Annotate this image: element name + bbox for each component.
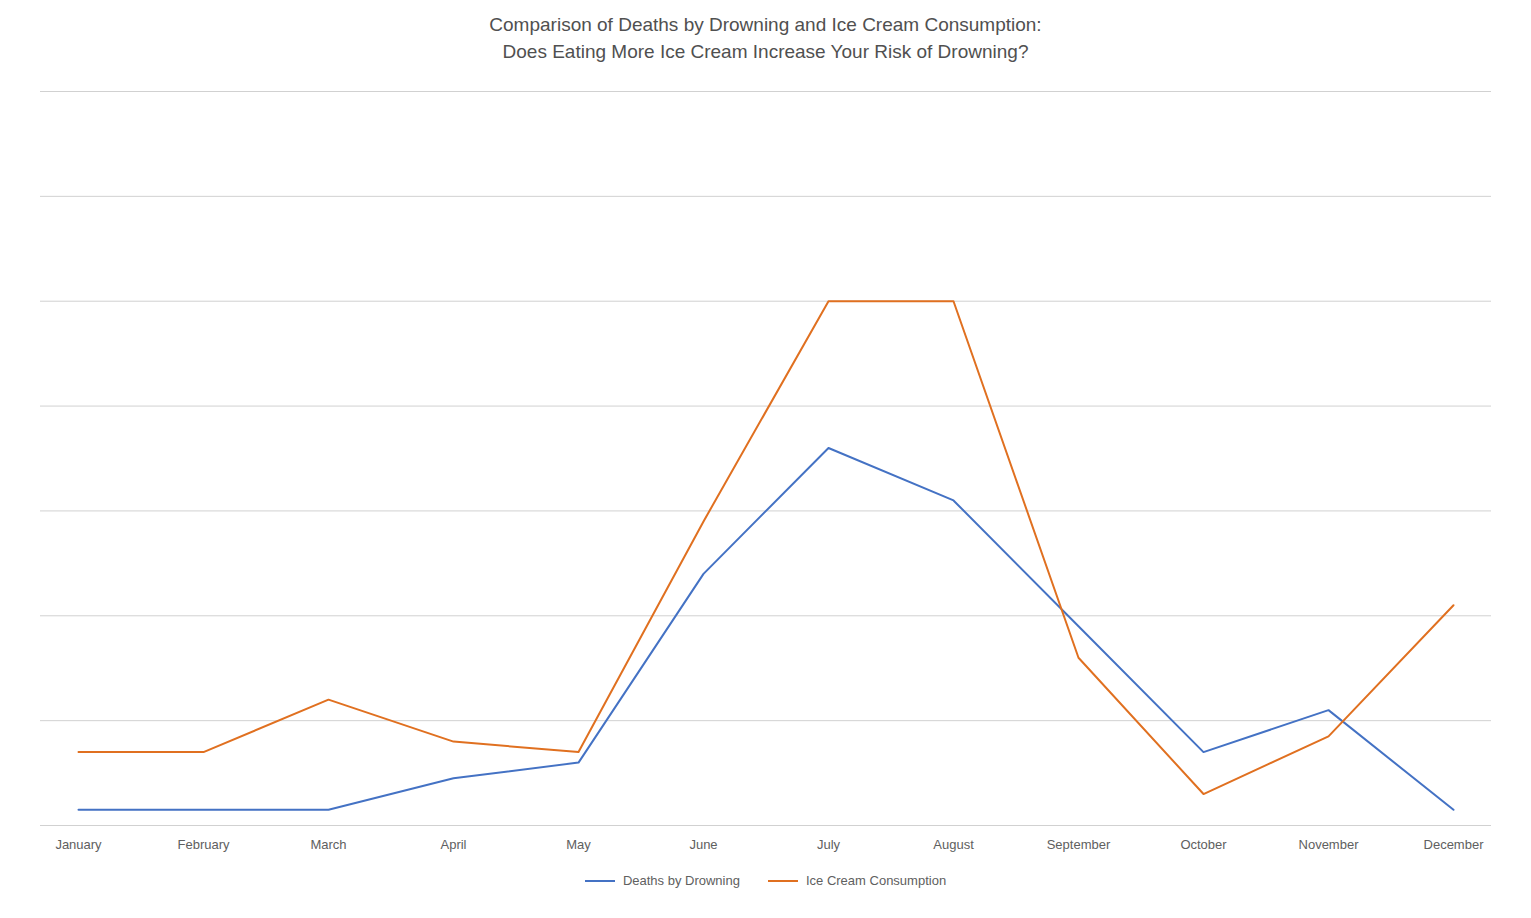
svg-text:September: September [1047, 837, 1111, 852]
svg-text:June: June [689, 837, 717, 852]
html-text:Ice Cream Consumption: Ice Cream Consumption [805, 873, 947, 889]
svg-text:October: October [1180, 837, 1227, 852]
svg-text:April: April [440, 837, 466, 852]
svg-text:March: March [310, 837, 346, 852]
svg-text:November: November [1299, 837, 1360, 852]
svg-text:July: July [817, 837, 841, 852]
svg-text:May: May [566, 837, 591, 852]
svg-text:January: January [55, 837, 102, 852]
html-text:Comparison of Deaths by Drowni: Comparison of Deaths by Drowning and Ice… [489, 14, 1042, 62]
svg-text:August: August [933, 837, 974, 852]
svg-text:December: December [1424, 837, 1485, 852]
svg-text:February: February [177, 837, 230, 852]
html-text:Deaths by Drowning: Deaths by Drowning [622, 873, 740, 889]
